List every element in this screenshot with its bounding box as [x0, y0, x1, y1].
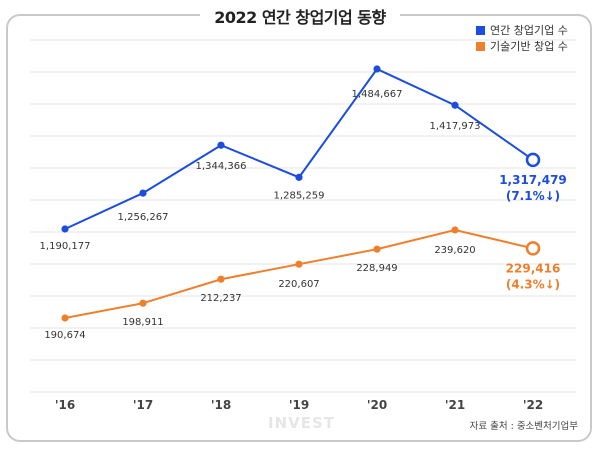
data-point — [217, 275, 225, 283]
chart-title: 2022 연간 창업기업 동향 — [200, 4, 400, 28]
data-label: 1,344,366 — [196, 161, 247, 172]
legend-item-blue: 연간 창업기업 수 — [476, 22, 568, 38]
legend-swatch-orange — [476, 41, 485, 51]
data-label: 228,949 — [356, 263, 397, 274]
data-label: 1,417,973 — [430, 121, 481, 132]
series-line-0 — [64, 67, 534, 230]
data-label: 1,285,259 — [274, 190, 325, 201]
data-label: 1,190,177 — [40, 241, 91, 252]
legend-swatch-blue — [476, 25, 485, 35]
x-tick-label: '17 — [133, 398, 153, 412]
legend-label-orange: 기술기반 창업 수 — [490, 40, 568, 53]
data-point — [61, 314, 69, 322]
data-point-last — [525, 152, 541, 168]
change-label-last: (7.1%↓) — [506, 189, 560, 203]
data-label: 220,607 — [278, 279, 319, 290]
data-point — [373, 65, 381, 73]
series-line-1 — [64, 228, 534, 319]
change-label-last: (4.3%↓) — [506, 277, 560, 291]
data-point — [373, 245, 381, 253]
x-tick-label: '22 — [523, 398, 543, 412]
data-label: 1,484,667 — [352, 89, 403, 100]
legend-item-orange: 기술기반 창업 수 — [476, 38, 568, 54]
data-label: 239,620 — [434, 245, 475, 256]
x-tick-label: '16 — [55, 398, 75, 412]
legend: 연간 창업기업 수 기술기반 창업 수 — [476, 22, 568, 54]
x-tick-label: '21 — [445, 398, 465, 412]
data-label: 212,237 — [200, 293, 241, 304]
watermark: INVEST — [268, 414, 336, 432]
data-point — [295, 260, 303, 268]
data-label-last: 1,317,479 — [499, 173, 567, 187]
data-label: 190,674 — [44, 330, 85, 341]
x-tick-label: '19 — [289, 398, 309, 412]
data-point — [451, 226, 459, 234]
x-tick-label: '18 — [211, 398, 231, 412]
data-label: 198,911 — [122, 317, 163, 328]
data-point — [295, 173, 303, 181]
data-label-last: 229,416 — [506, 261, 561, 275]
legend-label-blue: 연간 창업기업 수 — [490, 24, 568, 37]
source-note: 자료 출처 : 중소벤처기업부 — [469, 421, 578, 432]
x-tick-label: '20 — [367, 398, 387, 412]
data-point — [451, 101, 459, 109]
data-point-last — [525, 241, 541, 256]
data-label: 1,256,267 — [118, 212, 169, 223]
data-point — [61, 225, 69, 233]
title-wrap: 2022 연간 창업기업 동향 — [0, 4, 600, 28]
data-point — [217, 141, 225, 149]
data-point — [139, 189, 147, 197]
data-point — [139, 299, 147, 307]
